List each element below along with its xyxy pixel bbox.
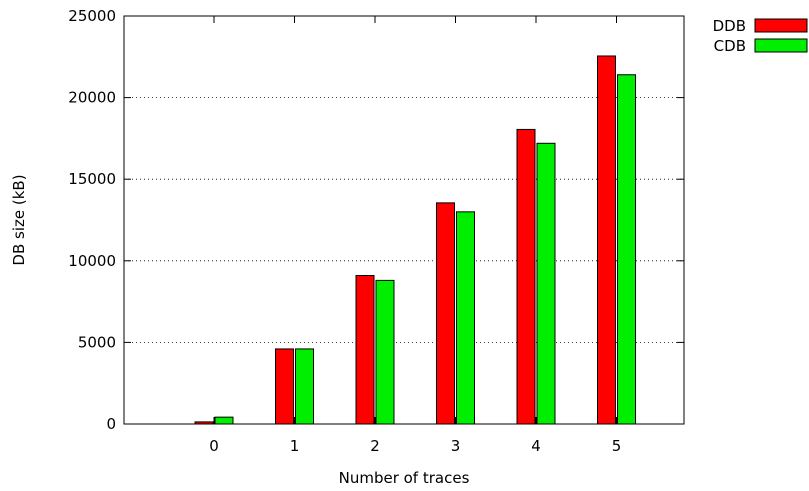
y-tick-label: 25000 — [68, 7, 116, 25]
bar-ddb-4 — [516, 128, 536, 425]
bar-cdb-0 — [214, 416, 234, 425]
grid-lines — [124, 97, 684, 343]
bars — [194, 55, 636, 425]
plot-frame — [123, 15, 685, 425]
bar-cdb-2 — [375, 279, 395, 425]
y-tick-labels: 0 5000 10000 15000 20000 25000 — [68, 7, 116, 433]
y-axis-label: DB size (kB) — [10, 174, 28, 265]
x-tick-label: 0 — [209, 437, 219, 455]
bar-ddb-5 — [597, 55, 616, 425]
y-tick-label: 20000 — [68, 89, 116, 107]
bar-ddb-3 — [436, 202, 455, 425]
y-tick-label: 10000 — [68, 252, 116, 270]
bar-cdb-5 — [617, 74, 636, 425]
bar-cdb-1 — [295, 348, 314, 425]
bar-ddb-1 — [275, 348, 294, 425]
y-tick-label: 0 — [106, 415, 116, 433]
x-tick-label: 1 — [290, 437, 300, 455]
x-tick-label: 2 — [370, 437, 380, 455]
x-tick-label: 3 — [451, 437, 461, 455]
bar-cdb-3 — [456, 211, 475, 425]
legend-swatch-cdb — [754, 38, 808, 53]
y-tick-label: 5000 — [78, 333, 116, 351]
legend-label-ddb: DDB — [713, 17, 746, 35]
legend-label-cdb: CDB — [714, 37, 746, 55]
legend-swatch-ddb — [754, 18, 808, 33]
y-tick-label: 15000 — [68, 170, 116, 188]
x-tick-label: 5 — [612, 437, 622, 455]
x-tick-labels: 0 1 2 3 4 5 — [209, 437, 621, 455]
x-tick-label: 4 — [531, 437, 541, 455]
bar-ddb-2 — [355, 274, 375, 425]
axis-ticks — [124, 15, 684, 425]
bar-cdb-4 — [536, 142, 556, 425]
x-axis-label: Number of traces — [339, 469, 470, 487]
legend: DDB CDB — [713, 17, 808, 55]
